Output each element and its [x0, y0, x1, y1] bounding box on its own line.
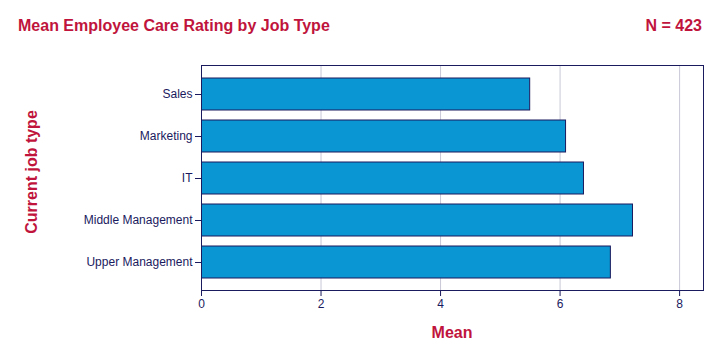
html-text:Current job type: Current job type — [23, 110, 40, 234]
svg-text:Middle Management: Middle Management — [84, 213, 193, 227]
svg-text:IT: IT — [182, 171, 193, 185]
html-text:Mean: Mean — [431, 324, 473, 341]
svg-text:Sales: Sales — [162, 87, 192, 101]
html-text:N = 423: N = 423 — [645, 17, 702, 34]
svg-text:6: 6 — [557, 297, 564, 311]
svg-text:0: 0 — [198, 297, 205, 311]
svg-text:Marketing: Marketing — [140, 129, 193, 143]
svg-text:4: 4 — [437, 297, 444, 311]
svg-text:Upper Management: Upper Management — [86, 255, 193, 269]
svg-text:8: 8 — [676, 297, 683, 311]
html-text:Mean Employee Care Rating by J: Mean Employee Care Rating by Job Type — [18, 17, 330, 34]
svg-text:2: 2 — [318, 297, 325, 311]
